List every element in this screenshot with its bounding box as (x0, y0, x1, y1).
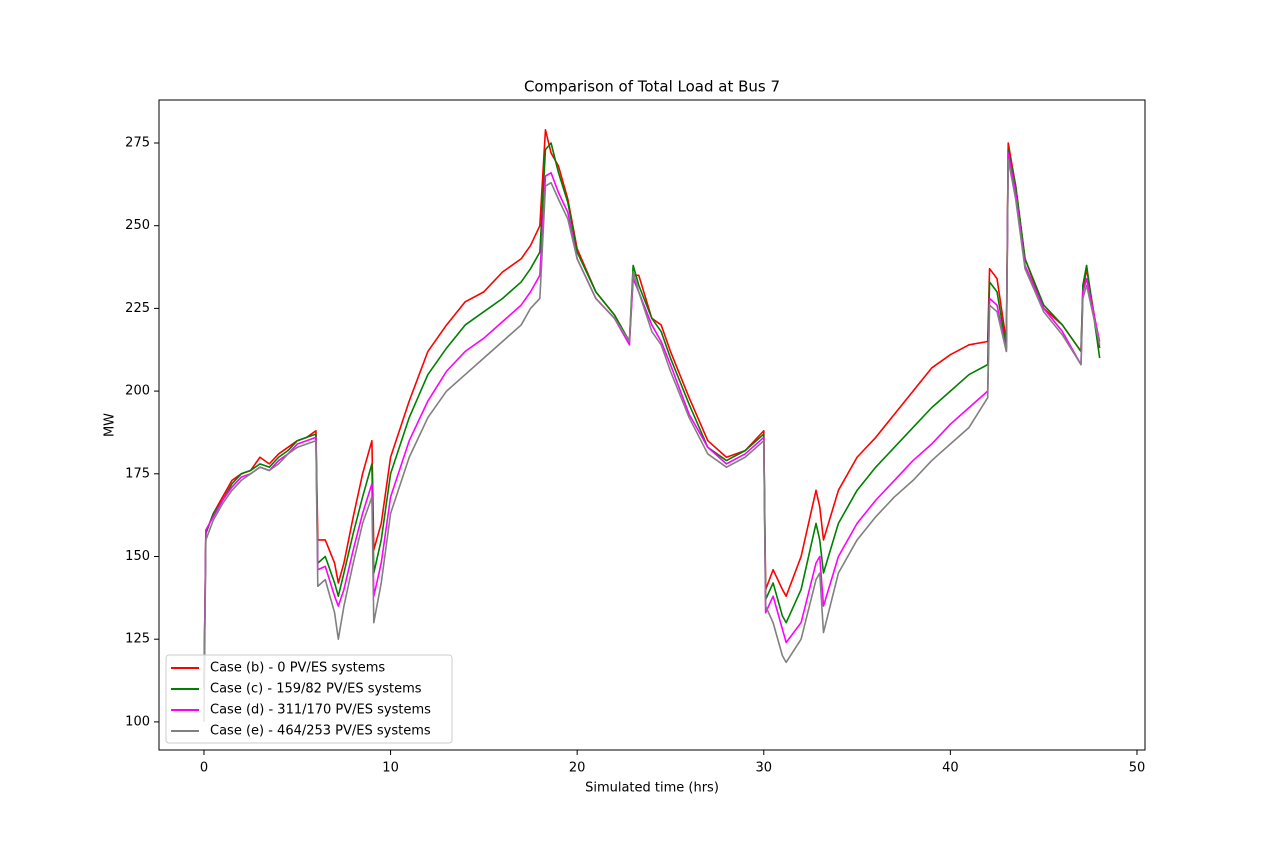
x-tick-label: 40 (942, 761, 959, 776)
legend-box (165, 654, 453, 744)
legend-label: Case (d) - 311/170 PV/ES systems (210, 703, 431, 718)
x-axis-label: Simulated time (hrs) (585, 781, 719, 796)
x-tick-label: 50 (1129, 761, 1146, 776)
series-line (203, 142, 1101, 689)
y-axis-label: MW (103, 413, 118, 437)
series-line (203, 152, 1101, 689)
y-tick-label: 125 (125, 632, 150, 647)
x-tick-label: 10 (382, 761, 399, 776)
y-tick-label: 150 (125, 549, 150, 564)
legend-label: Case (e) - 464/253 PV/ES systems (210, 724, 431, 739)
y-tick-label: 275 (125, 136, 150, 151)
legend-label: Case (c) - 159/82 PV/ES systems (210, 682, 422, 697)
y-tick-label: 200 (125, 384, 150, 399)
x-tick-label: 30 (756, 761, 773, 776)
chart-title: Comparison of Total Load at Bus 7 (524, 78, 780, 96)
y-tick-label: 250 (125, 218, 150, 233)
y-tick-label: 225 (125, 301, 150, 316)
y-tick-label: 100 (125, 714, 150, 729)
series-line (203, 158, 1101, 722)
x-tick-label: 20 (569, 761, 586, 776)
plot-frame (158, 99, 1146, 751)
x-tick-label: 0 (200, 761, 208, 776)
legend-label: Case (b) - 0 PV/ES systems (210, 661, 385, 676)
y-tick-label: 175 (125, 466, 150, 481)
